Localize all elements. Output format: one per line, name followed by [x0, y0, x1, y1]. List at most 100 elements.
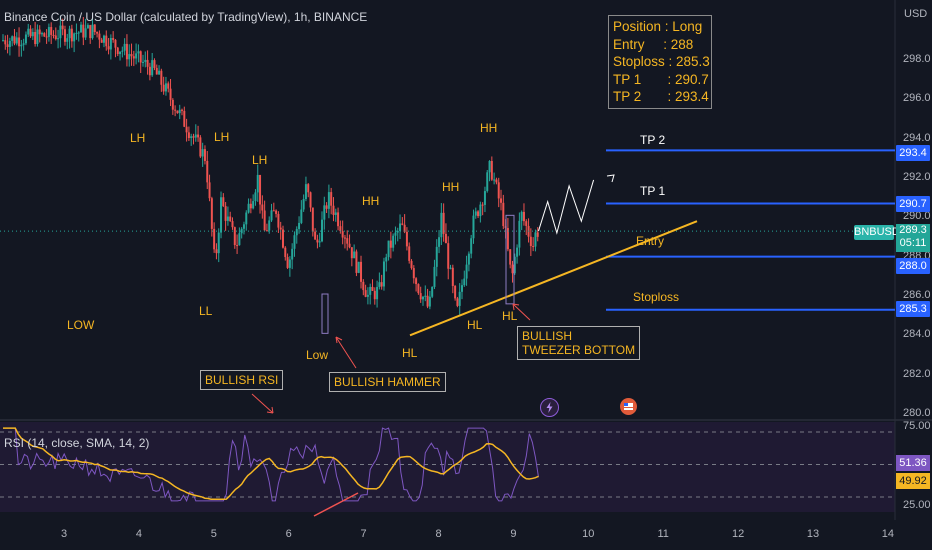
candle-body: [488, 160, 491, 173]
candle-body: [100, 39, 103, 43]
candle-body: [183, 110, 186, 127]
tweezer-line-1: BULLISH: [522, 329, 573, 343]
candle-body: [525, 221, 528, 226]
candle-body: [481, 204, 484, 206]
candle-body: [362, 281, 365, 291]
hammer-arrowhead: [335, 336, 343, 344]
candle-body: [217, 232, 220, 254]
candle-body: [412, 268, 415, 279]
candle-body: [516, 247, 519, 257]
tp2-price-tag: 293.4: [896, 145, 930, 161]
candle-body: [307, 184, 310, 193]
candle-body: [321, 219, 324, 242]
candle-body: [385, 257, 388, 262]
current-price-tag: 289.3 05:11: [896, 224, 930, 252]
candle-body: [226, 216, 229, 221]
candle-body: [66, 38, 69, 42]
stoploss-price-tag: 285.3: [896, 301, 930, 317]
candle-body: [472, 215, 475, 239]
candle-body: [18, 37, 21, 47]
candle-body: [181, 109, 184, 111]
candle-body: [215, 249, 218, 254]
lightning-icon[interactable]: [540, 398, 559, 417]
candle-body: [254, 192, 257, 202]
candle-body: [461, 285, 463, 292]
candle-body: [502, 202, 505, 227]
time-tick: 6: [285, 528, 292, 540]
candle-body: [371, 286, 374, 291]
candle-body: [382, 261, 385, 287]
candle-body: [463, 278, 466, 286]
candle-body: [348, 243, 351, 248]
candle-body: [380, 282, 383, 287]
candle-body: [169, 88, 172, 100]
candle-body: [261, 204, 264, 211]
candle-body: [298, 222, 301, 230]
candle-body: [135, 53, 138, 59]
candle-body: [105, 35, 108, 47]
candle-body: [474, 211, 477, 216]
candle-body: [259, 174, 262, 205]
candle-body: [376, 286, 379, 300]
candle-body: [6, 44, 9, 47]
candle-body: [495, 179, 498, 183]
hammer-highlight-box: [321, 293, 329, 334]
candle-body: [511, 264, 514, 274]
bar-countdown: 05:11: [899, 237, 927, 249]
candle-body: [497, 182, 500, 199]
candle-body: [424, 295, 427, 297]
candle-body: [486, 172, 489, 192]
candle-body: [187, 132, 190, 138]
rsi-ma-value-tag: 49.92: [896, 473, 930, 489]
price-tick: 290.0: [903, 210, 931, 223]
candle-body: [153, 60, 156, 68]
rsi-arrowhead: [266, 406, 274, 414]
candle-body: [208, 182, 211, 199]
candle-body: [203, 149, 206, 161]
entry-price-tag: 288.0: [896, 258, 930, 274]
flag-icon[interactable]: [620, 398, 637, 415]
candle-body: [162, 84, 165, 92]
candle-body: [13, 36, 16, 44]
time-tick: 13: [806, 528, 820, 540]
candle-body: [229, 216, 232, 222]
annotation-ll: LL: [199, 304, 213, 318]
candle-body: [176, 110, 179, 114]
candle-body: [360, 261, 363, 282]
price-tick: 292.0: [903, 170, 931, 183]
candle-body: [405, 231, 408, 247]
candle-body: [114, 39, 117, 48]
candle-body: [249, 203, 252, 209]
candle-body: [456, 298, 459, 306]
rsi-tick-25: 25.00: [903, 499, 931, 511]
tweezer-bottom-callout: BULLISH TWEEZER BOTTOM: [517, 326, 641, 360]
candle-body: [330, 192, 333, 206]
candle-body: [281, 229, 284, 248]
candle-body: [52, 34, 55, 36]
candle-body: [470, 238, 473, 254]
bullish-rsi-callout: BULLISH RSI: [200, 370, 284, 390]
stoploss-row: Stoploss : 285.3: [613, 54, 710, 69]
candle-body: [132, 56, 135, 59]
candle-body: [522, 211, 525, 222]
candle-body: [233, 227, 236, 246]
candle-body: [353, 251, 356, 259]
projection-path: [538, 179, 595, 235]
candle-body: [483, 191, 486, 205]
price-tick: 280.0: [903, 407, 931, 419]
candle-body: [22, 43, 25, 45]
candle-body: [288, 259, 291, 268]
candle-body: [467, 253, 470, 265]
flag-icon-glyph: [624, 403, 633, 410]
candle-body: [444, 233, 447, 244]
annotation-hh-2: HH: [442, 180, 460, 194]
candle-body: [199, 137, 202, 157]
candle-body: [146, 59, 149, 67]
candle-body: [96, 32, 99, 34]
candle-body: [327, 192, 330, 209]
candle-body: [61, 25, 64, 30]
candle-body: [387, 240, 390, 258]
candle-body: [128, 54, 131, 60]
candle-body: [364, 290, 367, 297]
